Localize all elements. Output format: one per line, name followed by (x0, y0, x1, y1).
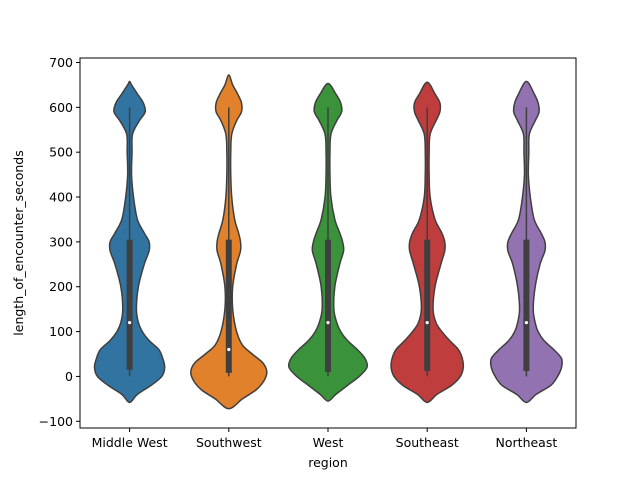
y-tick-label: 0 (65, 369, 73, 384)
y-tick-label: 400 (49, 190, 73, 205)
iqr-box-west (325, 239, 331, 372)
y-tick-label: −100 (39, 414, 73, 429)
y-tick-label: 300 (49, 234, 73, 249)
iqr-box-northeast (523, 239, 530, 372)
violin-southwest (190, 74, 268, 410)
median-dot-west (326, 321, 330, 325)
y-axis-label: length_of_encounter_seconds (11, 150, 26, 335)
iqr-box-southeast (424, 239, 431, 372)
y-tick-label: 200 (49, 279, 73, 294)
x-tick-label: Northeast (496, 435, 558, 450)
y-tick-label: 600 (49, 100, 73, 115)
y-tick-label: 500 (49, 145, 73, 160)
iqr-box-middle-west (126, 239, 133, 370)
x-tick-label: Middle West (92, 435, 168, 450)
x-axis-label: region (308, 455, 348, 470)
iqr-box-southwest (225, 239, 232, 373)
violin-northeast (489, 80, 563, 404)
violin-southeast (390, 81, 465, 404)
median-dot-northeast (524, 321, 529, 325)
violins (93, 74, 563, 410)
y-axis: −100 0 100 200 300 400 500 600 700 (39, 55, 80, 429)
violin-middle-west (93, 80, 166, 404)
y-tick-label: 100 (49, 324, 73, 339)
x-axis: Middle West Southwest West Southeast Northea… (92, 428, 558, 450)
violin-west (287, 82, 369, 402)
x-tick-label: Southeast (396, 435, 459, 450)
y-tick-label: 700 (49, 55, 73, 70)
median-dot-southeast (425, 321, 429, 325)
x-tick-label: Southwest (196, 435, 262, 450)
median-dot-middle-west (128, 321, 132, 325)
median-dot-southwest (227, 347, 231, 352)
x-tick-label: West (313, 435, 344, 450)
